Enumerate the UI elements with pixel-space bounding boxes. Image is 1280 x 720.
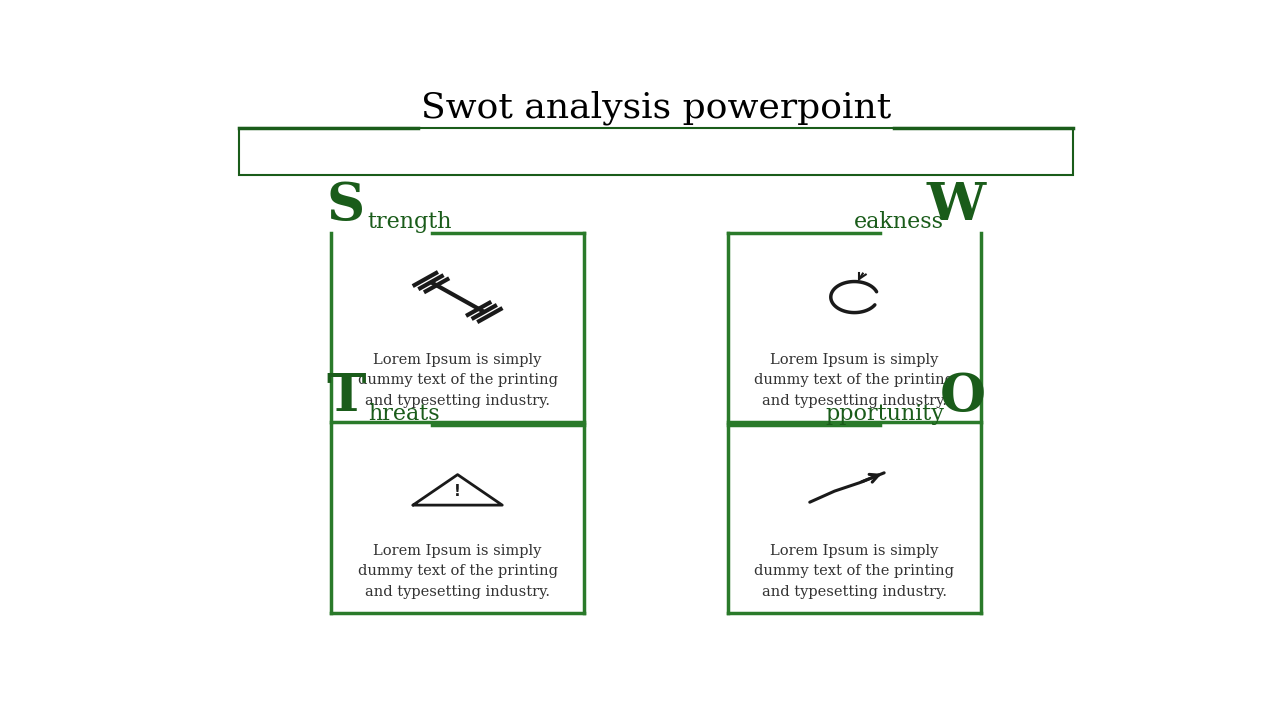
Text: pportunity: pportunity [826,402,945,425]
Text: eakness: eakness [854,211,945,233]
Text: O: O [940,371,986,422]
Text: !: ! [454,484,461,499]
Text: Lorem Ipsum is simply
dummy text of the printing
and typesetting industry.: Lorem Ipsum is simply dummy text of the … [754,544,955,599]
Text: S: S [326,179,365,230]
Text: T: T [326,371,365,422]
Text: hreats: hreats [367,402,439,425]
Text: Swot analysis powerpoint: Swot analysis powerpoint [421,91,891,125]
Text: Lorem Ipsum is simply
dummy text of the printing
and typesetting industry.: Lorem Ipsum is simply dummy text of the … [754,353,955,408]
Text: trength: trength [367,211,452,233]
Text: Lorem Ipsum is simply
dummy text of the printing
and typesetting industry.: Lorem Ipsum is simply dummy text of the … [357,353,558,408]
Text: W: W [927,179,986,230]
Text: Lorem Ipsum is simply
dummy text of the printing
and typesetting industry.: Lorem Ipsum is simply dummy text of the … [357,544,558,599]
FancyBboxPatch shape [239,128,1073,175]
